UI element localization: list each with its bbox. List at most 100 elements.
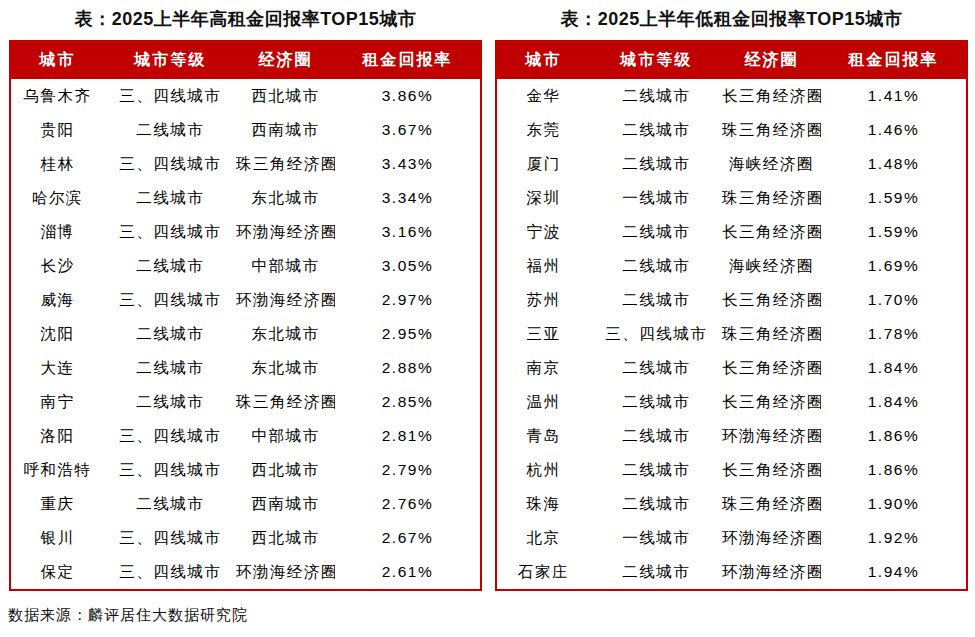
cell-tier: 三、四线城市	[104, 453, 236, 487]
table-row: 青岛二线城市环渤海经济圈1.86%	[496, 419, 967, 453]
cell-tier: 二线城市	[590, 113, 722, 147]
cell-rate: 2.81%	[335, 419, 481, 453]
cell-tier: 二线城市	[104, 181, 236, 215]
cell-region: 海峡经济圈	[722, 147, 821, 181]
cell-city: 南京	[496, 351, 590, 385]
cell-rate: 1.46%	[821, 113, 967, 147]
cell-city: 呼和浩特	[10, 453, 104, 487]
table-row: 深圳一线城市珠三角经济圈1.59%	[496, 181, 967, 215]
table-title: 表：2025上半年高租金回报率TOP15城市	[9, 4, 482, 40]
cell-rate: 1.86%	[821, 419, 967, 453]
low-rent-return-table-card: 表：2025上半年低租金回报率TOP15城市 城市 城市等级 经济圈 租金回报率	[495, 4, 968, 591]
cell-rate: 1.41%	[821, 79, 967, 113]
cell-tier: 二线城市	[104, 249, 236, 283]
cell-tier: 二线城市	[590, 283, 722, 317]
cell-rate: 1.92%	[821, 521, 967, 555]
table-row: 长沙二线城市中部城市3.05%	[10, 249, 481, 283]
cell-tier: 三、四线城市	[104, 147, 236, 181]
cell-tier: 二线城市	[590, 215, 722, 249]
cell-tier: 二线城市	[104, 317, 236, 351]
cell-city: 贵阳	[10, 113, 104, 147]
table-row: 北京一线城市环渤海经济圈1.92%	[496, 521, 967, 555]
cell-tier: 二线城市	[590, 249, 722, 283]
cell-city: 保定	[10, 555, 104, 590]
table-row: 宁波二线城市长三角经济圈1.59%	[496, 215, 967, 249]
cell-rate: 3.67%	[335, 113, 481, 147]
cell-city: 厦门	[496, 147, 590, 181]
cell-city: 淄博	[10, 215, 104, 249]
cell-tier: 三、四线城市	[104, 521, 236, 555]
cell-tier: 二线城市	[590, 147, 722, 181]
cell-city: 长沙	[10, 249, 104, 283]
table-header: 城市 城市等级 经济圈 租金回报率	[496, 41, 967, 79]
table-row: 厦门二线城市海峡经济圈1.48%	[496, 147, 967, 181]
table-row: 重庆二线城市西南城市2.76%	[10, 487, 481, 521]
cell-city: 南宁	[10, 385, 104, 419]
cell-region: 西北城市	[236, 79, 335, 113]
table-row: 淄博三、四线城市环渤海经济圈3.16%	[10, 215, 481, 249]
cell-rate: 2.85%	[335, 385, 481, 419]
report-page: 表：2025上半年高租金回报率TOP15城市 城市 城市等级 经济圈 租金回报率	[0, 0, 975, 637]
cell-tier: 二线城市	[590, 555, 722, 590]
cell-city: 温州	[496, 385, 590, 419]
cell-tier: 三、四线城市	[104, 283, 236, 317]
cell-tier: 三、四线城市	[104, 79, 236, 113]
cell-region: 西南城市	[236, 487, 335, 521]
cell-region: 长三角经济圈	[722, 283, 821, 317]
cell-tier: 二线城市	[590, 487, 722, 521]
cell-tier: 二线城市	[104, 487, 236, 521]
column-header-region: 经济圈	[722, 41, 821, 79]
cell-tier: 二线城市	[104, 351, 236, 385]
table-row: 珠海二线城市珠三角经济圈1.90%	[496, 487, 967, 521]
column-header-rate: 租金回报率	[821, 41, 967, 79]
column-header-tier: 城市等级	[104, 41, 236, 79]
cell-region: 西北城市	[236, 453, 335, 487]
table-row: 东莞二线城市珠三角经济圈1.46%	[496, 113, 967, 147]
cell-region: 长三角经济圈	[722, 385, 821, 419]
cell-tier: 一线城市	[590, 521, 722, 555]
cell-region: 珠三角经济圈	[722, 487, 821, 521]
cell-tier: 二线城市	[590, 453, 722, 487]
column-header-region: 经济圈	[236, 41, 335, 79]
table-row: 呼和浩特三、四线城市西北城市2.79%	[10, 453, 481, 487]
table-row: 金华二线城市长三角经济圈1.41%	[496, 79, 967, 113]
cell-rate: 1.84%	[821, 351, 967, 385]
data-source-note: 数据来源：麟评居住大数据研究院	[0, 591, 975, 625]
table-row: 南宁二线城市珠三角经济圈2.85%	[10, 385, 481, 419]
cell-tier: 二线城市	[104, 113, 236, 147]
cell-rate: 2.76%	[335, 487, 481, 521]
cell-region: 环渤海经济圈	[722, 419, 821, 453]
cell-rate: 2.95%	[335, 317, 481, 351]
header-row: 城市 城市等级 经济圈 租金回报率	[10, 41, 481, 79]
cell-rate: 1.94%	[821, 555, 967, 590]
cell-city: 洛阳	[10, 419, 104, 453]
cell-city: 威海	[10, 283, 104, 317]
cell-tier: 三、四线城市	[104, 419, 236, 453]
cell-tier: 三、四线城市	[104, 555, 236, 590]
cell-city: 宁波	[496, 215, 590, 249]
tables-row: 表：2025上半年高租金回报率TOP15城市 城市 城市等级 经济圈 租金回报率	[0, 0, 975, 591]
cell-rate: 1.48%	[821, 147, 967, 181]
high-rent-return-table-card: 表：2025上半年高租金回报率TOP15城市 城市 城市等级 经济圈 租金回报率	[9, 4, 482, 591]
column-header-city: 城市	[496, 41, 590, 79]
cell-rate: 1.69%	[821, 249, 967, 283]
cell-tier: 二线城市	[104, 385, 236, 419]
table-body: 乌鲁木齐三、四线城市西北城市3.86%贵阳二线城市西南城市3.67%桂林三、四线…	[10, 79, 481, 590]
cell-region: 长三角经济圈	[722, 453, 821, 487]
cell-tier: 二线城市	[590, 385, 722, 419]
cell-region: 东北城市	[236, 317, 335, 351]
cell-region: 东北城市	[236, 351, 335, 385]
cell-region: 环渤海经济圈	[722, 521, 821, 555]
cell-region: 东北城市	[236, 181, 335, 215]
column-header-city: 城市	[10, 41, 104, 79]
cell-region: 西南城市	[236, 113, 335, 147]
column-header-tier: 城市等级	[590, 41, 722, 79]
cell-city: 三亚	[496, 317, 590, 351]
table-header: 城市 城市等级 经济圈 租金回报率	[10, 41, 481, 79]
table-row: 桂林三、四线城市珠三角经济圈3.43%	[10, 147, 481, 181]
cell-rate: 2.61%	[335, 555, 481, 590]
cell-city: 重庆	[10, 487, 104, 521]
cell-city: 桂林	[10, 147, 104, 181]
table-row: 三亚三、四线城市珠三角经济圈1.78%	[496, 317, 967, 351]
table-row: 南京二线城市长三角经济圈1.84%	[496, 351, 967, 385]
